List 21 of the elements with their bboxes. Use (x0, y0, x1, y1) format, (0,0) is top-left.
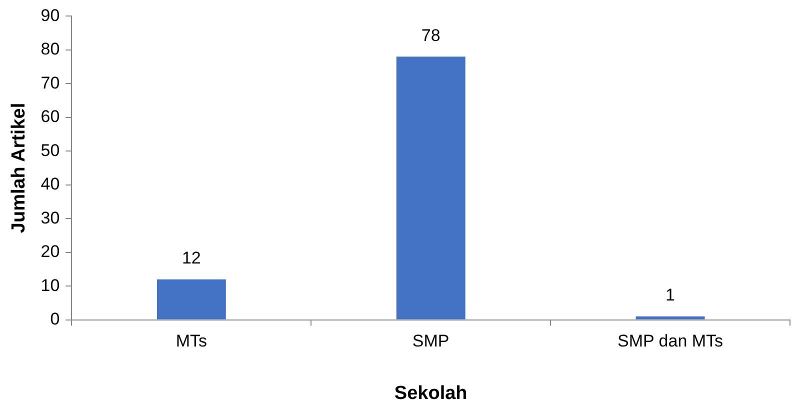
y-tick-label: 70 (40, 73, 60, 92)
x-tick-label: SMP (412, 332, 450, 351)
data-label: 1 (666, 286, 676, 305)
y-tick-label: 90 (40, 6, 60, 25)
bar (396, 56, 466, 320)
x-axis-title: Sekolah (394, 382, 468, 404)
y-axis-title: Jumlah Artikel (8, 102, 30, 234)
bar (156, 279, 226, 320)
y-tick-label: 50 (40, 140, 60, 160)
y-tick-label: 20 (40, 242, 60, 262)
y-tick-label: 40 (40, 174, 60, 194)
x-tick-label: SMP dan MTs (618, 332, 724, 351)
y-tick-label: 60 (40, 107, 60, 126)
x-tick-label: MTs (176, 332, 208, 351)
y-tick-label: 80 (40, 40, 60, 59)
data-label: 12 (182, 248, 201, 268)
y-tick-label: 30 (40, 208, 60, 228)
data-label: 78 (421, 26, 440, 45)
y-tick-label: 10 (40, 276, 60, 295)
bar (636, 316, 705, 320)
y-tick-label: 0 (50, 309, 60, 328)
